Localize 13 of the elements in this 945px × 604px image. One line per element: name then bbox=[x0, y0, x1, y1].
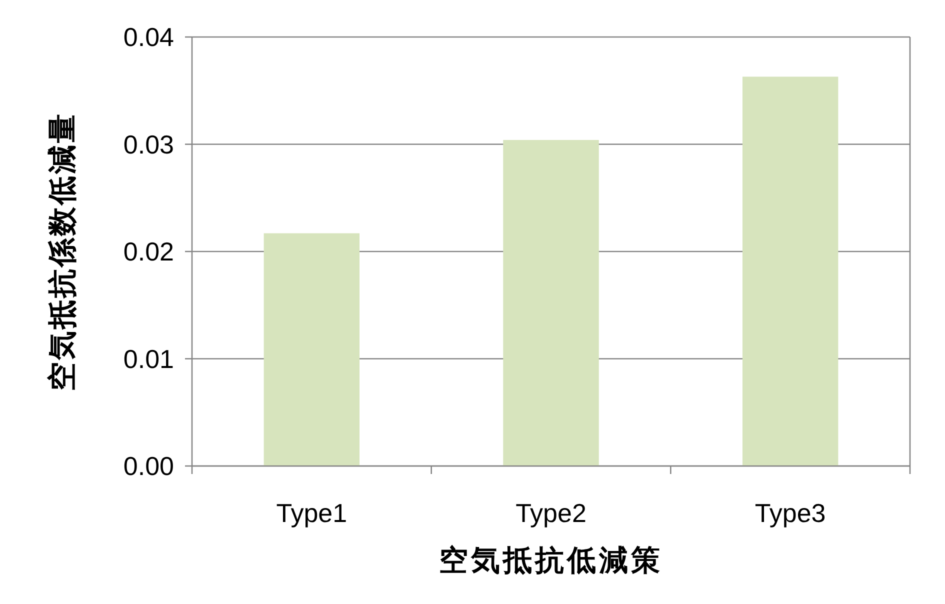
x-axis-title: 空気抵抗低減策 bbox=[439, 544, 663, 577]
y-tick-label: 0.00 bbox=[123, 451, 174, 481]
x-tick-label: Type1 bbox=[276, 498, 348, 528]
y-tick-label: 0.01 bbox=[123, 344, 174, 374]
y-tick-label: 0.04 bbox=[123, 22, 174, 52]
bar bbox=[503, 140, 599, 466]
bar bbox=[264, 233, 360, 466]
y-tick-label: 0.03 bbox=[123, 129, 174, 160]
bar bbox=[742, 76, 838, 466]
x-tick-label: Type3 bbox=[754, 498, 826, 528]
x-tick-label: Type2 bbox=[516, 498, 586, 528]
y-axis-title: 空気抵抗係数低減量 bbox=[46, 112, 79, 391]
y-tick-label: 0.02 bbox=[123, 236, 174, 266]
